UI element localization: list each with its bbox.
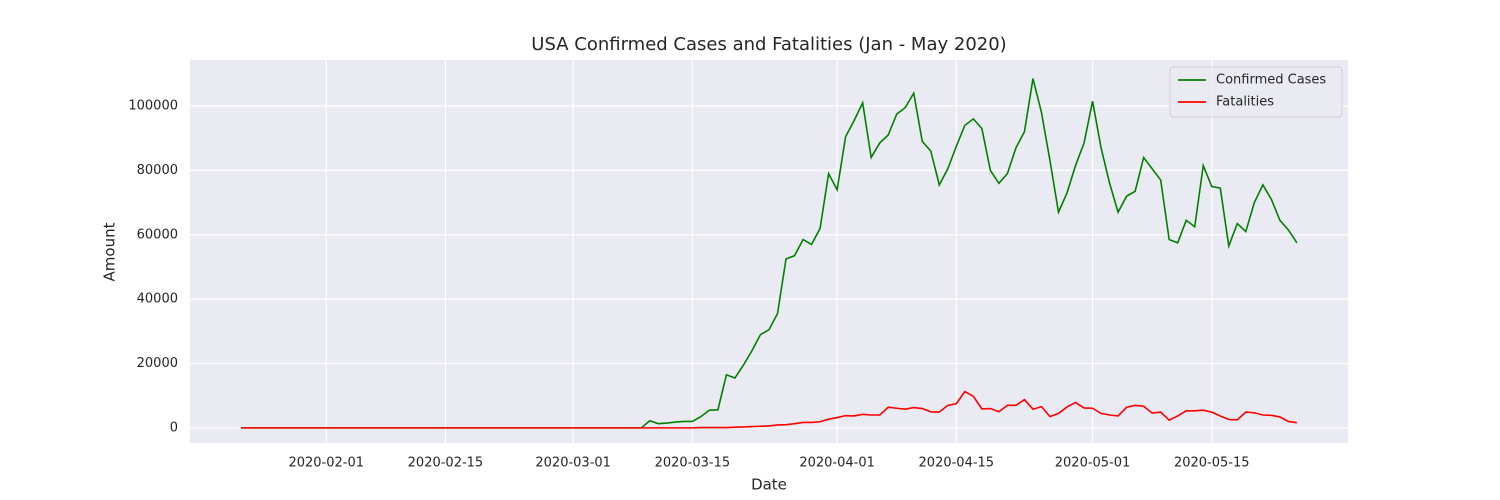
- legend: Confirmed Cases Fatalities: [1169, 66, 1343, 118]
- y-tick-label: 100000: [128, 99, 178, 114]
- x-tick-label: 2020-04-15: [919, 456, 995, 471]
- series-line: [241, 390, 1298, 429]
- x-tick-label: 2020-05-01: [1055, 456, 1131, 471]
- y-tick-label: 20000: [137, 356, 178, 371]
- legend-label: Fatalities: [1216, 95, 1274, 110]
- y-tick-label: 60000: [137, 227, 178, 242]
- y-tick-label: 40000: [137, 292, 178, 307]
- x-tick-label: 2020-03-15: [655, 456, 731, 471]
- x-tick-label: 2020-02-01: [288, 456, 364, 471]
- legend-label: Confirmed Cases: [1216, 73, 1326, 88]
- y-tick-label: 80000: [137, 163, 178, 178]
- plot-area: [190, 60, 1348, 443]
- grid: [190, 60, 1348, 443]
- chart-title: USA Confirmed Cases and Fatalities (Jan …: [531, 34, 1006, 55]
- x-tick-label: 2020-03-01: [535, 456, 611, 471]
- x-axis-label: Date: [751, 476, 787, 494]
- x-tick-label: 2020-02-15: [408, 456, 484, 471]
- y-axis-label: Amount: [101, 222, 119, 281]
- x-tick-label: 2020-05-15: [1174, 456, 1250, 471]
- legend-box: [1169, 66, 1343, 118]
- lines: [241, 78, 1298, 429]
- x-tick-label: 2020-04-01: [799, 456, 875, 471]
- y-tick-label: 0: [170, 420, 178, 435]
